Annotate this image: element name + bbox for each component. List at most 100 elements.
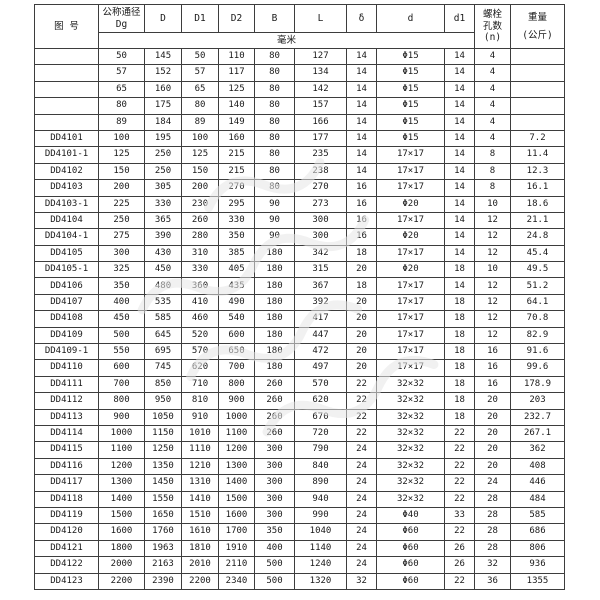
table-cell: 300 xyxy=(254,441,295,459)
table-cell: 51.2 xyxy=(510,277,565,295)
table-cell: 670 xyxy=(294,408,347,426)
table-cell: 28 xyxy=(474,539,511,558)
table-cell: 315 xyxy=(294,261,347,279)
table-cell: 12 xyxy=(474,211,511,230)
table-cell: 178.9 xyxy=(510,375,565,394)
table-cell: 4 xyxy=(474,113,511,131)
table-cell: 695 xyxy=(144,343,182,361)
table-cell: 180 xyxy=(254,310,295,328)
table-cell: DD4101 xyxy=(34,129,99,148)
table-cell: 1800 xyxy=(98,539,145,558)
table-cell: 18 xyxy=(444,359,475,377)
header-bolt-line2: 孔数 xyxy=(482,20,502,32)
table-cell: DD4118 xyxy=(34,490,99,508)
table-cell: 20 xyxy=(346,326,377,345)
table-cell: 17×17 xyxy=(376,162,445,181)
table-cell xyxy=(34,97,99,115)
table-cell: 17×17 xyxy=(376,277,445,295)
table-cell: 10 xyxy=(474,261,511,279)
header-bolt-line1: 螺栓 xyxy=(482,8,502,20)
table-cell: 273 xyxy=(294,195,347,213)
table-cell: 570 xyxy=(294,375,347,394)
table-cell: 89 xyxy=(98,113,145,131)
table-cell: 36 xyxy=(474,572,511,590)
table-cell: 14 xyxy=(346,113,377,131)
table-cell: 300 xyxy=(98,244,145,263)
table-cell: 350 xyxy=(98,277,145,295)
table-cell: 1600 xyxy=(218,506,255,525)
table-cell: 16 xyxy=(474,343,511,361)
table-cell: Φ60 xyxy=(376,556,445,574)
table-cell: 24 xyxy=(346,457,377,476)
table-cell: 1963 xyxy=(144,539,182,558)
header-D1: D1 xyxy=(181,4,219,33)
table-cell: 50 xyxy=(98,47,145,66)
table-cell: 33 xyxy=(444,506,475,525)
table-cell: 1450 xyxy=(144,474,182,492)
table-cell: 125 xyxy=(218,80,255,99)
table-cell: 24 xyxy=(346,474,377,492)
table-cell: 2163 xyxy=(144,556,182,574)
table-cell: 10 xyxy=(474,195,511,213)
table-cell: 1240 xyxy=(294,556,347,574)
table-cell: 490 xyxy=(218,293,255,312)
table-cell: 20 xyxy=(474,408,511,426)
table-cell: Φ20 xyxy=(376,228,445,246)
table-cell: 540 xyxy=(218,310,255,328)
table-cell: 8 xyxy=(474,146,511,164)
table-cell: 550 xyxy=(98,343,145,361)
header-figure-number: 图 号 xyxy=(34,4,99,49)
table-cell: 140 xyxy=(218,97,255,115)
table-cell: 1500 xyxy=(218,490,255,508)
table-cell: 435 xyxy=(218,277,255,295)
table-cell: 890 xyxy=(294,474,347,492)
table-cell: 472 xyxy=(294,343,347,361)
table-cell: 300 xyxy=(254,474,295,492)
table-cell: 330 xyxy=(218,211,255,230)
table-row: DD4109 500 645 520 600 180 447 20 17×17 18 12 82.9 xyxy=(34,326,565,345)
table-cell: 950 xyxy=(144,392,182,410)
table-cell: 17×17 xyxy=(376,310,445,328)
table-cell: 12 xyxy=(474,277,511,295)
table-cell: 82.9 xyxy=(510,326,565,345)
table-cell: 900 xyxy=(218,392,255,410)
table-cell: 17×17 xyxy=(376,343,445,361)
table-cell: 90 xyxy=(254,228,295,246)
table-cell: 18 xyxy=(444,293,475,312)
table-cell: 390 xyxy=(144,228,182,246)
table-cell: 1510 xyxy=(181,506,219,525)
table-cell xyxy=(510,113,565,131)
table-cell: 1300 xyxy=(98,474,145,492)
table-cell: 80 xyxy=(254,162,295,181)
table-cell: 14 xyxy=(346,97,377,115)
table-cell: 620 xyxy=(181,359,219,377)
table-cell: 90 xyxy=(254,211,295,230)
header-delta: δ xyxy=(346,4,377,33)
table-cell: 80 xyxy=(254,80,295,99)
table-cell: 24 xyxy=(474,474,511,492)
table-row: DD4102 150 250 150 215 80 238 14 17×17 14 8 12.3 xyxy=(34,162,565,181)
table-cell: 686 xyxy=(510,523,565,541)
table-cell: 14 xyxy=(444,195,475,213)
table-cell: 80 xyxy=(254,146,295,164)
table-cell: 16 xyxy=(474,359,511,377)
table-row: DD4103 200 305 200 270 80 270 16 17×17 14 8 16.1 xyxy=(34,179,565,197)
table-cell: 12 xyxy=(474,293,511,312)
table-cell: 32×32 xyxy=(376,441,445,459)
table-cell: 1310 xyxy=(181,474,219,492)
table-cell: 250 xyxy=(144,162,182,181)
table-cell: 22 xyxy=(444,457,475,476)
table-cell: 16 xyxy=(346,195,377,213)
table-cell: 484 xyxy=(510,490,565,508)
table-cell: 360 xyxy=(181,277,219,295)
table-row: DD4123 2200 2390 2200 2340 500 1320 32 Φ60 22 36 13… xyxy=(34,572,565,590)
table-row: DD4107 400 535 410 490 180 392 20 17×17 18 12 64.1 xyxy=(34,293,565,312)
table-cell: 12 xyxy=(474,228,511,246)
table-cell: 203 xyxy=(510,392,565,410)
table-cell: DD4104 xyxy=(34,211,99,230)
table-cell: 152 xyxy=(144,64,182,82)
table-cell: 16 xyxy=(346,228,377,246)
table-cell: 600 xyxy=(98,359,145,377)
table-cell: DD4107 xyxy=(34,293,99,312)
table-cell: 26 xyxy=(444,539,475,558)
